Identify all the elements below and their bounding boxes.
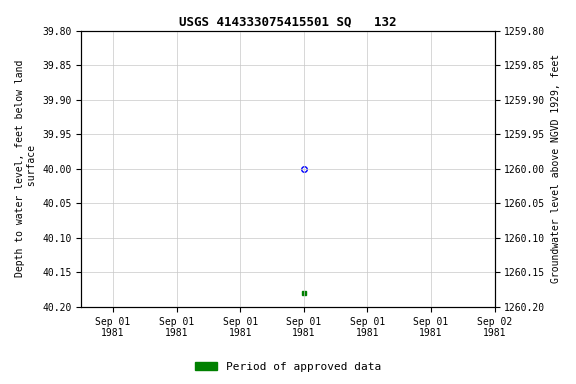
Y-axis label: Depth to water level, feet below land
 surface: Depth to water level, feet below land su…	[15, 60, 37, 278]
Title: USGS 414333075415501 SQ   132: USGS 414333075415501 SQ 132	[179, 15, 397, 28]
Legend: Period of approved data: Period of approved data	[191, 358, 385, 377]
Y-axis label: Groundwater level above NGVD 1929, feet: Groundwater level above NGVD 1929, feet	[551, 54, 561, 283]
